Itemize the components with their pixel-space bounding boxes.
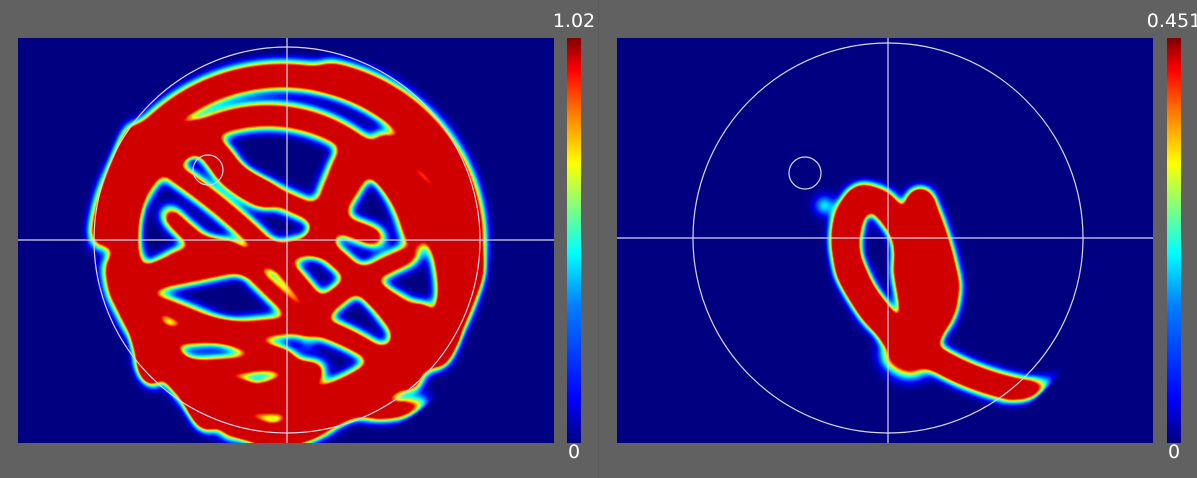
colorbar-left: [567, 38, 581, 443]
marker-circle-left: [192, 154, 224, 186]
colorbar-right-max-label: 0.451: [1146, 10, 1197, 32]
colorbar-right: [1167, 38, 1181, 443]
overlay-left: [18, 38, 554, 443]
overlay-right: [617, 38, 1153, 443]
heatmap-canvas-right: [617, 38, 1153, 443]
colorbar-left-max-label: 1.02: [552, 10, 596, 32]
marker-circle-right: [788, 156, 822, 190]
colorbar-left-min-label: 0: [567, 441, 581, 463]
heatmap-plot-right[interactable]: [617, 38, 1153, 443]
heatmap-plot-left[interactable]: [18, 38, 554, 443]
panel-right: 0.451 0: [599, 0, 1197, 478]
panel-divider: [598, 0, 599, 478]
panel-left: 1.02 0: [0, 0, 598, 478]
colorbar-right-min-label: 0: [1167, 441, 1181, 463]
